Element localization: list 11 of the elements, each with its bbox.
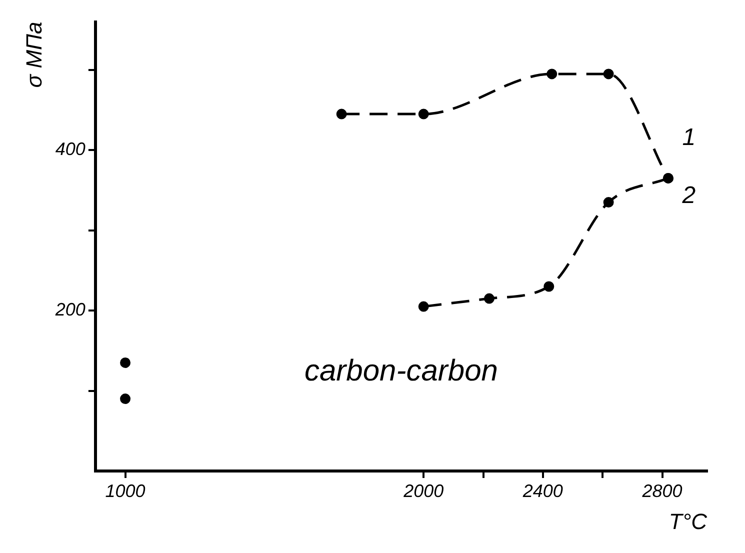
- y-axis-title: σ МПа: [21, 22, 46, 88]
- y-tick-label: 200: [54, 300, 86, 320]
- x-tick-label: 2000: [402, 480, 444, 501]
- annotation: carbon-carbon: [304, 354, 498, 388]
- series-label: 2: [681, 182, 696, 209]
- x-tick-label: 2400: [522, 480, 563, 501]
- series-label: 1: [682, 124, 696, 151]
- y-tick-label: 400: [55, 139, 86, 160]
- x-tick-label: 2800: [641, 480, 682, 501]
- x-axis-title: T°C: [668, 508, 708, 534]
- x-tick-label: 1000: [105, 480, 146, 501]
